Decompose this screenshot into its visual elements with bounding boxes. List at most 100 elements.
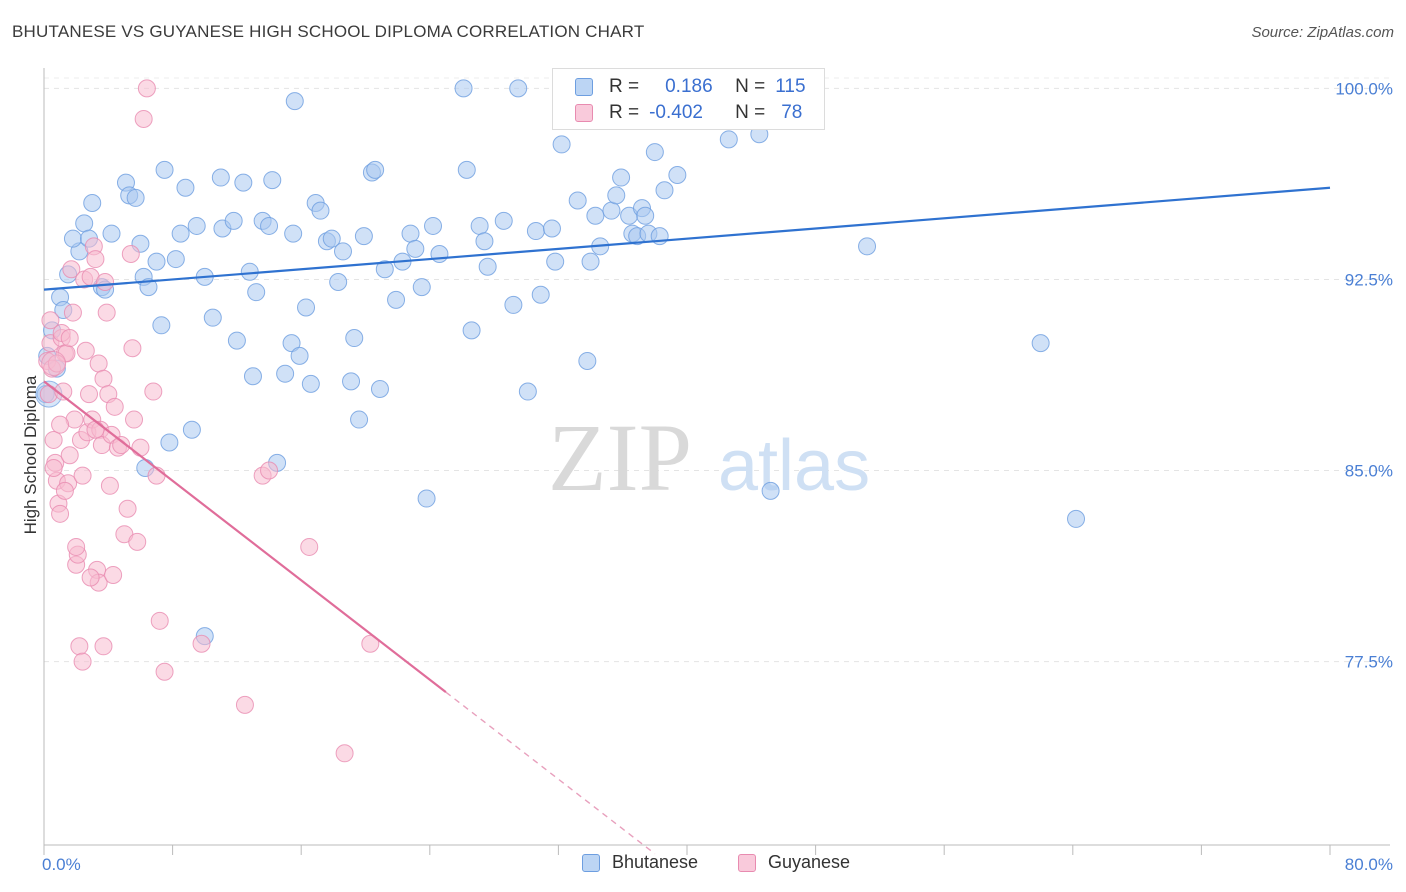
guyanese-point	[112, 436, 131, 455]
bhutanese-point	[478, 257, 497, 276]
bhutanese-point	[203, 308, 222, 327]
bhutanese-point	[645, 143, 664, 162]
y-tick-label: 100.0%	[1335, 79, 1393, 98]
legend-item-bhutanese[interactable]: Bhutanese	[582, 852, 698, 873]
legend-label-bhutanese: Bhutanese	[612, 852, 699, 872]
guyanese-point	[41, 311, 60, 330]
watermark-zip: ZIP	[548, 404, 692, 511]
bhutanese-point	[224, 211, 243, 230]
bhutanese-point	[607, 186, 626, 205]
bhutanese-point	[719, 130, 738, 149]
guyanese-point	[155, 662, 174, 681]
legend-n-label: N =	[735, 76, 766, 97]
guyanese-point	[67, 537, 86, 556]
chart-title: BHUTANESE VS GUYANESE HIGH SCHOOL DIPLOM…	[12, 22, 645, 41]
bhutanese-point	[75, 214, 94, 233]
guyanese-point	[96, 272, 115, 291]
bhutanese-point	[152, 316, 171, 335]
guyanese-point	[76, 341, 95, 360]
guyanese-point	[192, 634, 211, 653]
bhutanese-point	[578, 351, 597, 370]
guyanese-point	[89, 354, 108, 373]
guyanese-point	[62, 260, 81, 279]
guyanese-point	[260, 461, 279, 480]
guyanese-point	[361, 634, 380, 653]
legend-r-value: -0.402	[649, 102, 703, 123]
guyanese-point	[300, 537, 319, 556]
guyanese-point	[94, 637, 113, 656]
bhutanese-point	[655, 181, 674, 200]
bhutanese-point	[243, 367, 262, 386]
bhutanese-point	[375, 260, 394, 279]
legend-r-label: R =	[609, 102, 640, 123]
guyanese-point	[60, 446, 79, 465]
legend-r-value: 0.186	[665, 76, 713, 97]
guyanese-point	[100, 476, 119, 495]
watermark: ZIP atlas	[548, 404, 870, 511]
guyanese-point	[60, 329, 79, 348]
legend-label-guyanese: Guyanese	[768, 852, 851, 872]
guyanese-point	[97, 303, 116, 322]
bhutanese-point	[581, 252, 600, 271]
bhutanese-point	[457, 160, 476, 179]
correlation-legend: R = 0.186 N = 115 R = -0.402 N = 78	[552, 68, 825, 130]
legend-n-value: 78	[781, 102, 803, 123]
y-tick-label: 77.5%	[1345, 653, 1393, 672]
bhutanese-point	[406, 239, 425, 258]
bhutanese-point	[166, 250, 185, 269]
bhutanese-point	[612, 168, 631, 187]
bhutanese-point	[494, 211, 513, 230]
y-tick-label: 85.0%	[1345, 462, 1393, 481]
guyanese-point	[131, 438, 150, 457]
source-label: Source: ZipAtlas.com	[1251, 24, 1394, 41]
bhutanese-point	[285, 92, 304, 111]
guyanese-point	[51, 415, 70, 434]
bhutanese-point	[454, 79, 473, 98]
legend-row-bhutanese: R = 0.186 N = 115	[575, 75, 806, 99]
bhutanese-point	[211, 168, 230, 187]
guyanese-point	[94, 369, 113, 388]
bhutanese-point	[282, 334, 301, 353]
guyanese-point	[121, 244, 140, 263]
guyanese-point	[144, 382, 163, 401]
bhutanese-points	[35, 79, 1086, 646]
guyanese-point	[134, 109, 153, 128]
bhutanese-point	[668, 165, 687, 184]
bhutanese-point	[63, 229, 82, 248]
bhutanese-point	[297, 298, 316, 317]
legend-r-label: R =	[609, 76, 640, 97]
bhutanese-point	[546, 252, 565, 271]
guyanese-point	[118, 499, 137, 518]
guyanese-point	[105, 397, 124, 416]
guyanese-point	[335, 744, 354, 763]
bhutanese-point	[761, 481, 780, 500]
guyanese-point	[73, 466, 92, 485]
bhutanese-point	[126, 188, 145, 207]
trend-lines	[43, 186, 1331, 855]
bhutanese-point	[276, 364, 295, 383]
bhutanese-point	[342, 372, 361, 391]
y-tick-label: 92.5%	[1345, 270, 1393, 289]
bhutanese-point	[263, 171, 282, 190]
guyanese-point	[137, 79, 156, 98]
bhutanese-point	[552, 135, 571, 154]
bhutanese-point	[366, 160, 385, 179]
bhutanese-point	[311, 201, 330, 220]
bhutanese-trend-line	[43, 186, 1331, 291]
bhutanese-point	[171, 224, 190, 243]
bhutanese-point	[227, 331, 246, 350]
bhutanese-point	[586, 206, 605, 225]
x-tick-label: 80.0%	[1345, 855, 1393, 874]
bhutanese-point	[531, 285, 550, 304]
bhutanese-point	[160, 433, 179, 452]
grid-lines	[44, 77, 1390, 663]
legend-item-guyanese[interactable]: Guyanese	[738, 852, 850, 873]
guyanese-point	[44, 430, 63, 449]
bhutanese-point	[412, 278, 431, 297]
legend-n-value: 115	[775, 76, 806, 97]
bhutanese-point	[182, 420, 201, 439]
bhutanese-point	[636, 206, 655, 225]
bhutanese-point	[350, 410, 369, 429]
bhutanese-point	[509, 79, 528, 98]
